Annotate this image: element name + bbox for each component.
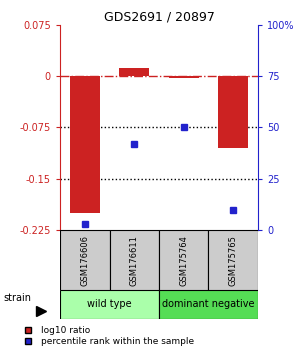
Text: GSM176606: GSM176606	[80, 235, 89, 286]
Legend: log10 ratio, percentile rank within the sample: log10 ratio, percentile rank within the …	[19, 326, 194, 346]
Bar	[159, 230, 208, 290]
Bar	[70, 76, 100, 213]
Bar	[169, 76, 199, 78]
Bar	[218, 76, 248, 148]
Bar	[60, 290, 159, 319]
Bar	[119, 68, 149, 76]
Text: GSM176611: GSM176611	[130, 235, 139, 286]
Bar	[60, 230, 110, 290]
Text: wild type: wild type	[87, 299, 132, 309]
Text: strain: strain	[3, 293, 31, 303]
Bar	[110, 230, 159, 290]
Title: GDS2691 / 20897: GDS2691 / 20897	[103, 11, 214, 24]
Text: dominant negative: dominant negative	[162, 299, 255, 309]
Bar	[208, 230, 258, 290]
Bar	[159, 290, 258, 319]
Text: GSM175764: GSM175764	[179, 235, 188, 286]
Text: GSM175765: GSM175765	[229, 235, 238, 286]
